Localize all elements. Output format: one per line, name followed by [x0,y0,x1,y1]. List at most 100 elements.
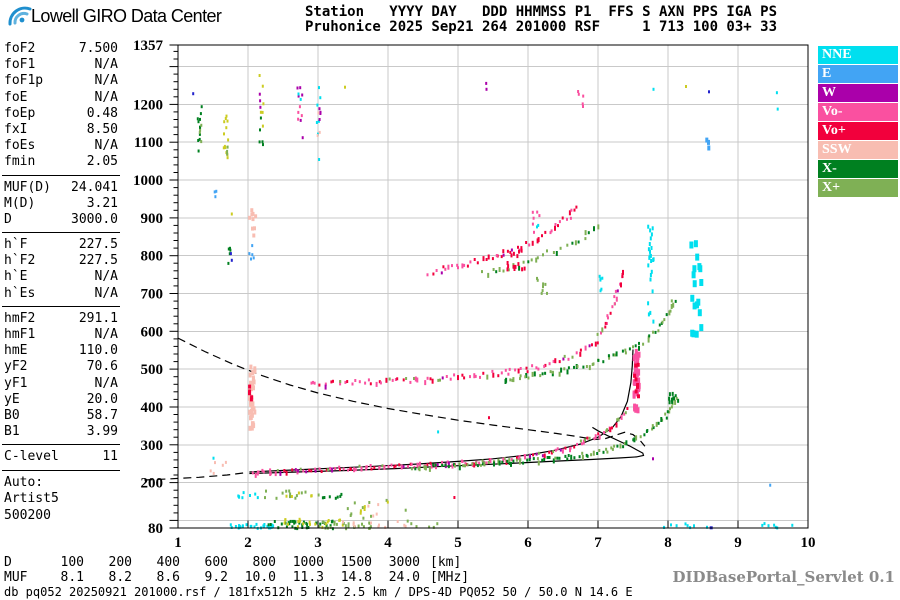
legend-item-vo: Vo- [818,103,898,121]
y-axis-tick-label: 200 [141,476,164,492]
parameter-panel: foF2 7.500 foF1 N/A foF1p N/A foE N/A foEp 0.48 fx… [2,41,120,524]
legend-item-vo: Vo+ [818,122,898,140]
distance-row-value: 800 [252,555,276,570]
muf-row-value: 11.3 [292,570,324,585]
muf-row-value: 9.2 [204,570,228,585]
parameter-label: foEs [4,138,36,154]
y-axis-tick-label: 80 [148,521,163,537]
y-axis-tick-label: 800 [141,249,164,265]
y-axis-tick-label: 400 [141,400,164,416]
y-axis-tick-label: 1000 [133,173,163,189]
echo-dots-layer [192,74,794,531]
auto-scaler-line: Artist5 [4,491,59,506]
parameter-row: hmE 110.0 [4,343,118,359]
parameter-value: 227.5 [78,253,118,269]
muf-row-label: MUF [4,570,28,585]
distance-row-value: 600 [204,555,228,570]
legend-item-nne: NNE [818,46,898,64]
parameter-label: fmin [4,154,36,170]
parameter-value: 11 [102,449,118,465]
parameter-row: yF2 70.6 [4,359,118,375]
parameter-value: 20.0 [86,391,118,407]
parameter-value: 70.6 [86,359,118,375]
muf-row: MUF 8.1 8.2 8.6 9.2 10.0 11.3 14.8 24.0 [MHz] [4,570,469,585]
loop-curve [249,426,645,475]
parameter-row: foF1p N/A [4,73,118,89]
parameter-row: C-level 11 [4,449,118,465]
x-axis-tick-label: 1 [174,535,182,551]
parameter-row: h`Es N/A [4,286,118,302]
distance-row: D 100 200 400 600 800 1000 1500 3000 [km] [4,555,469,570]
left-dashed-segment [144,471,249,481]
fitted-o-trace [249,349,634,473]
parameter-label: MUF(D) [4,179,51,195]
parameter-label: foEp [4,105,36,121]
legend-item-e: E [818,65,898,83]
parameter-row: yE 20.0 [4,392,118,408]
y-axis-tick-label: 1100 [134,135,163,151]
parameter-label: h`E [4,269,28,285]
station-columns-line: Station YYYY DAY DDD HHMMSS P1 FFS S AXN… [305,4,778,20]
parameter-label: D [4,211,12,227]
muf-row-unit: [MHz] [430,570,470,585]
panel-divider [2,228,120,234]
parameter-row: foEs N/A [4,138,118,154]
x-axis-tick-label: 5 [454,535,462,551]
y-axis-tick-label: 900 [141,211,164,227]
station-values-line: Pruhonice 2025 Sep21 264 201000 RSF 1 71… [305,19,778,35]
legend-item-x: X+ [818,179,898,197]
parameter-label: hmF2 [4,310,36,326]
giro-logo-icon [8,6,32,26]
parameter-label: foF1 [4,57,36,73]
parameter-label: C-level [4,449,59,465]
distance-row-value: 1000 [292,555,324,570]
x-axis-tick-label: 6 [524,535,532,551]
parameter-row: B0 58.7 [4,408,118,424]
panel-divider [2,171,120,176]
y-axis-tick-label: 300 [141,438,164,454]
parameter-label: B0 [4,407,20,423]
parameter-value: 8.50 [86,121,118,137]
y-axis-tick-label: 1200 [133,97,163,113]
parameter-label: hmF1 [4,327,36,342]
parameter-row: D 3000.0 [4,212,118,228]
parameter-row: hmF1 N/A [4,327,118,343]
parameter-label: h`F2 [4,253,36,269]
parameter-value: N/A [94,269,118,285]
parameter-value: 291.1 [78,310,118,326]
parameter-row: fxI 8.50 [4,122,118,138]
parameter-row: h`E N/A [4,269,118,285]
parameter-row: foF2 7.500 [4,41,118,57]
parameter-label: foF2 [4,41,36,56]
parameter-value: 3.99 [86,424,118,440]
parameter-row: foF1 N/A [4,57,118,73]
parameter-value: N/A [94,285,118,301]
x-axis-tick-label: 2 [244,535,252,551]
parameter-label: yF1 [4,375,28,391]
parameter-row: h`F2 227.5 [4,253,118,269]
parameter-value: 0.48 [86,105,118,121]
parameter-value: N/A [94,327,118,342]
parameter-value: 7.500 [78,41,118,56]
parameter-value: N/A [94,57,118,73]
grid-layer [178,45,808,528]
y-axis-tick-label: 500 [141,362,164,378]
distance-row-label: D [4,555,12,570]
parameter-value: N/A [94,73,118,89]
legend-item-x: X- [818,160,898,178]
x-axis-tick-label: 8 [664,535,672,551]
muf-row-value: 14.8 [340,570,372,585]
muf-row-value: 8.6 [156,570,180,585]
muf-row-value: 8.2 [108,570,132,585]
parameter-value: 227.5 [78,237,118,253]
parameter-value: 58.7 [86,407,118,423]
auto-scaler-line: 500200 [4,507,51,523]
parameter-row: yF1 N/A [4,376,118,392]
parameter-row: B1 3.99 [4,424,118,440]
parameter-label: B1 [4,424,20,440]
distance-row-value: 1500 [340,555,372,570]
x-axis-tick-label: 3 [314,535,322,551]
legend-item-ssw: SSW [818,141,898,159]
